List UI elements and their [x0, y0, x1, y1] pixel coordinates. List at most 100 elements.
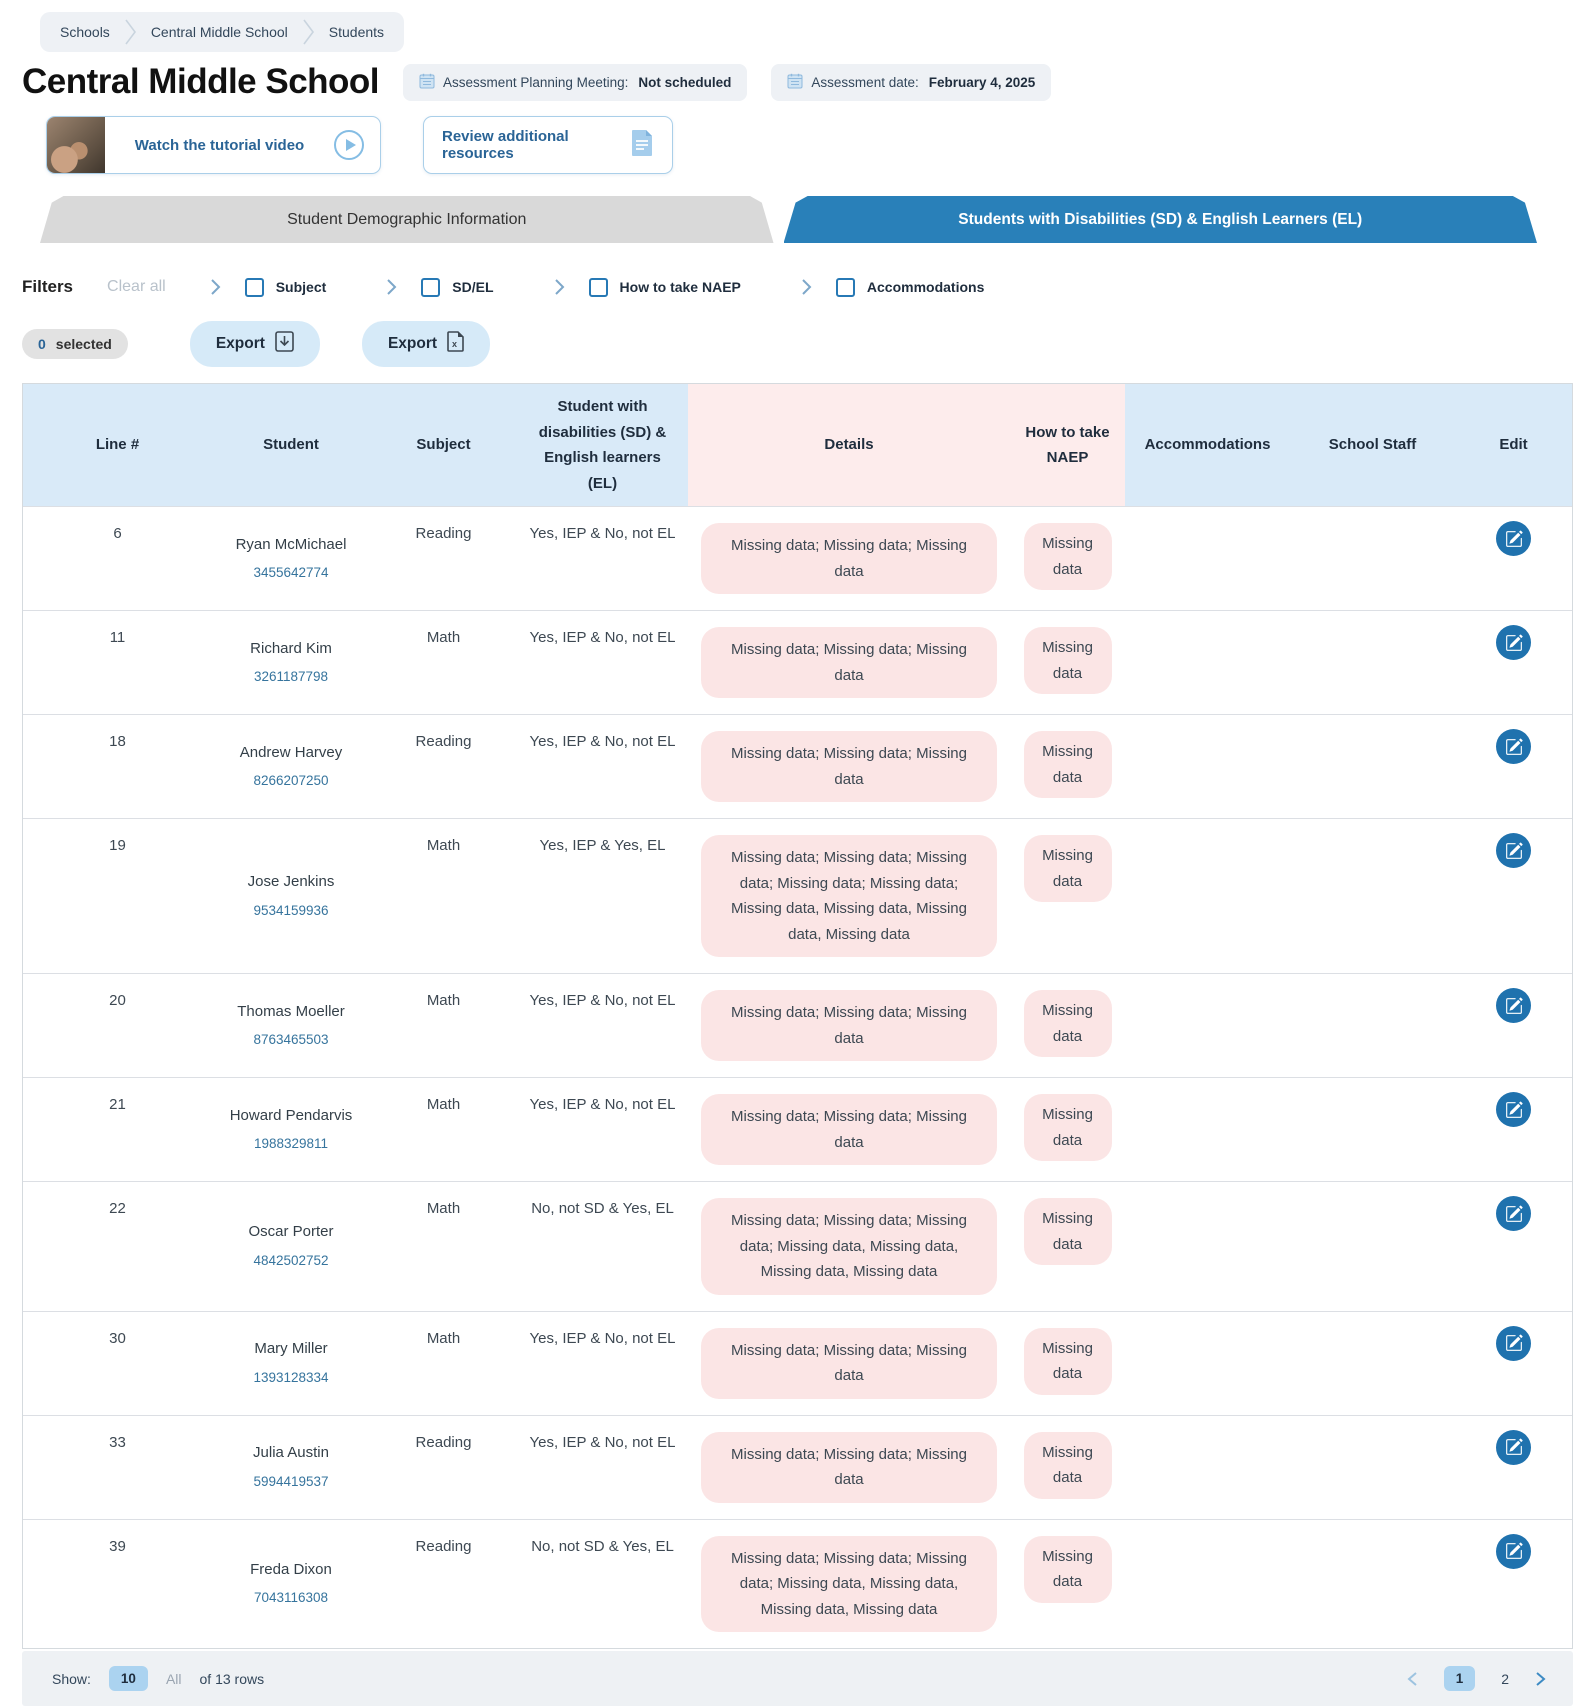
how-to-take-naep-cell: Missing data	[1010, 974, 1125, 1077]
export-pdf-label: Export	[216, 335, 265, 353]
school-staff-cell	[1290, 1416, 1455, 1519]
column-header-edit: Edit	[1455, 384, 1572, 506]
school-staff-cell	[1290, 611, 1455, 714]
sd-el-cell: No, not SD & Yes, EL	[517, 1182, 688, 1311]
edit-button[interactable]	[1496, 521, 1531, 556]
badge-label: Assessment Planning Meeting:	[443, 75, 628, 90]
tutorial-video-card[interactable]: Watch the tutorial video	[46, 116, 381, 174]
line-number-cell: 22	[23, 1182, 212, 1311]
sd-el-checkbox[interactable]	[421, 278, 440, 297]
table-row: 11Richard Kim3261187798MathYes, IEP & No…	[23, 610, 1572, 714]
edit-cell	[1455, 715, 1572, 818]
planning-meeting-badge: Assessment Planning Meeting: Not schedul…	[403, 64, 747, 101]
tutorial-video-label: Watch the tutorial video	[105, 137, 334, 154]
details-missing-data-pill: Missing data; Missing data; Missing data…	[701, 1198, 997, 1295]
table-row: 22Oscar Porter4842502752MathNo, not SD &…	[23, 1181, 1572, 1311]
clear-all-link[interactable]: Clear all	[107, 278, 166, 296]
how-to-take-naep-cell: Missing data	[1010, 507, 1125, 610]
filter-group-sd-el[interactable]: SD/EL	[386, 278, 493, 297]
accommodations-checkbox[interactable]	[836, 278, 855, 297]
column-header-student: Student	[212, 384, 370, 506]
page-1-chip[interactable]: 1	[1444, 1666, 1476, 1691]
calendar-icon	[787, 73, 803, 92]
student-cell: Oscar Porter4842502752	[212, 1182, 370, 1311]
edit-button[interactable]	[1496, 833, 1531, 868]
breadcrumb-item-students[interactable]: Students	[329, 24, 384, 40]
details-cell: Missing data; Missing data; Missing data	[688, 974, 1010, 1077]
page-header: Central Middle School Assessment Plannin…	[22, 62, 1573, 102]
edit-button[interactable]	[1496, 625, 1531, 660]
chevron-right-icon	[302, 17, 315, 47]
page-size-10-chip[interactable]: 10	[109, 1666, 148, 1691]
action-cards: Watch the tutorial video Review addition…	[46, 116, 1573, 174]
accommodations-cell	[1125, 974, 1290, 1077]
accommodations-cell	[1125, 715, 1290, 818]
column-header-details: Details	[688, 384, 1010, 506]
student-id: 1988329811	[254, 1134, 328, 1154]
filter-group-subject[interactable]: Subject	[210, 278, 327, 297]
filter-group-how-to-take-naep[interactable]: How to take NAEP	[554, 278, 741, 297]
student-id: 3455642774	[253, 563, 328, 583]
students-table: Line # Student Subject Student with disa…	[22, 383, 1573, 1649]
breadcrumb: Schools Central Middle School Students	[40, 12, 404, 52]
student-name: Freda Dixon	[250, 1559, 332, 1582]
naep-missing-data-pill: Missing data	[1024, 1328, 1112, 1395]
show-label: Show:	[52, 1671, 91, 1687]
filter-label: Accommodations	[867, 279, 984, 295]
subject-checkbox[interactable]	[245, 278, 264, 297]
details-missing-data-pill: Missing data; Missing data; Missing data	[701, 627, 997, 698]
accommodations-cell	[1125, 1182, 1290, 1311]
next-page-icon[interactable]	[1535, 1671, 1547, 1687]
export-pdf-button[interactable]: Export	[190, 321, 320, 367]
edit-button[interactable]	[1496, 729, 1531, 764]
how-to-take-naep-checkbox[interactable]	[589, 278, 608, 297]
table-row: 6Ryan McMichael3455642774ReadingYes, IEP…	[23, 506, 1572, 610]
details-cell: Missing data; Missing data; Missing data	[688, 1416, 1010, 1519]
previous-page-icon[interactable]	[1406, 1671, 1418, 1687]
edit-button[interactable]	[1496, 1430, 1531, 1465]
edit-button[interactable]	[1496, 1326, 1531, 1361]
breadcrumb-item-school[interactable]: Central Middle School	[151, 24, 288, 40]
edit-button[interactable]	[1496, 1196, 1531, 1231]
export-excel-button[interactable]: Export x	[362, 321, 490, 367]
table-row: 30Mary Miller1393128334MathYes, IEP & No…	[23, 1311, 1572, 1415]
tab-student-demographic[interactable]: Student Demographic Information	[40, 196, 774, 243]
subject-cell: Math	[370, 1078, 517, 1181]
student-cell: Richard Kim3261187798	[212, 611, 370, 714]
column-header-line: Line #	[23, 384, 212, 506]
subject-cell: Math	[370, 974, 517, 1077]
school-staff-cell	[1290, 1312, 1455, 1415]
badge-value: February 4, 2025	[929, 75, 1036, 90]
details-cell: Missing data; Missing data; Missing data	[688, 1078, 1010, 1181]
table-row: 21Howard Pendarvis1988329811MathYes, IEP…	[23, 1077, 1572, 1181]
school-staff-cell	[1290, 1182, 1455, 1311]
breadcrumb-item-schools[interactable]: Schools	[60, 24, 110, 40]
edit-cell	[1455, 974, 1572, 1077]
student-id: 1393128334	[253, 1368, 328, 1388]
details-cell: Missing data; Missing data; Missing data…	[688, 1182, 1010, 1311]
line-number-cell: 30	[23, 1312, 212, 1415]
table-toolbar: 0 selected Export Export x	[22, 321, 1573, 367]
naep-missing-data-pill: Missing data	[1024, 627, 1112, 694]
badge-label: Assessment date:	[811, 75, 918, 90]
sd-el-cell: Yes, IEP & No, not EL	[517, 1312, 688, 1415]
student-name: Thomas Moeller	[237, 1001, 345, 1024]
page-2-link[interactable]: 2	[1501, 1671, 1509, 1687]
student-name: Jose Jenkins	[248, 871, 335, 894]
details-missing-data-pill: Missing data; Missing data; Missing data	[701, 990, 997, 1061]
line-number-cell: 18	[23, 715, 212, 818]
student-id: 4842502752	[253, 1251, 328, 1271]
chevron-right-icon	[801, 278, 812, 296]
sd-el-cell: Yes, IEP & No, not EL	[517, 974, 688, 1077]
filter-label: How to take NAEP	[620, 279, 741, 295]
edit-button[interactable]	[1496, 1092, 1531, 1127]
column-header-school-staff: School Staff	[1290, 384, 1455, 506]
details-cell: Missing data; Missing data; Missing data…	[688, 819, 1010, 973]
edit-button[interactable]	[1496, 988, 1531, 1023]
rows-count-label: of 13 rows	[200, 1671, 265, 1687]
page-size-all-link[interactable]: All	[166, 1671, 182, 1687]
additional-resources-card[interactable]: Review additional resources	[423, 116, 673, 174]
edit-cell	[1455, 1182, 1572, 1311]
filter-group-accommodations[interactable]: Accommodations	[801, 278, 984, 297]
tab-sd-el[interactable]: Students with Disabilities (SD) & Englis…	[784, 196, 1537, 243]
